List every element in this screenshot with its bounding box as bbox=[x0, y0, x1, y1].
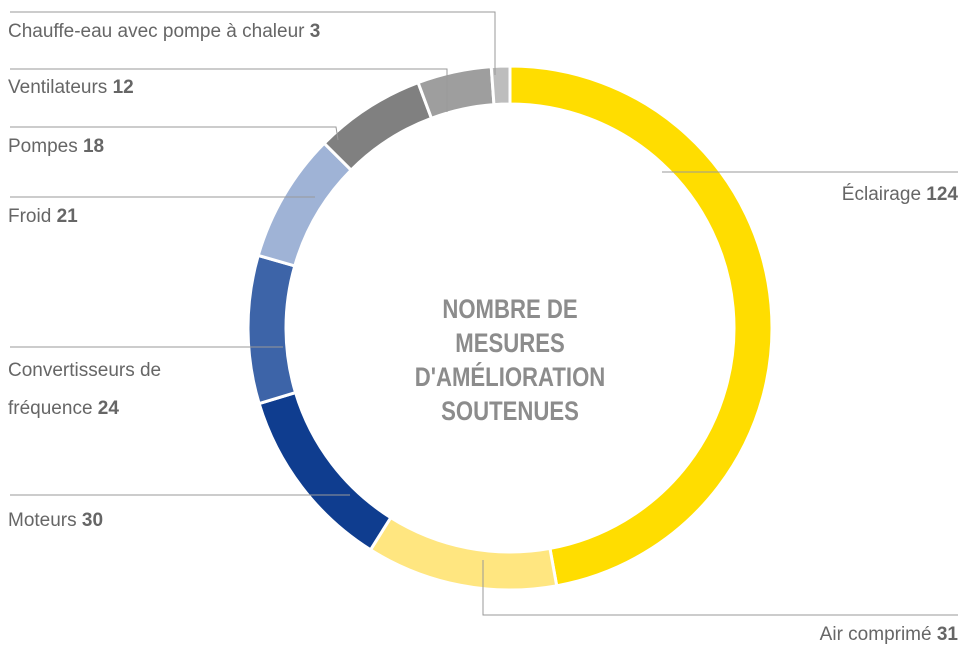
slice-label: Air comprimé 31 bbox=[820, 616, 958, 654]
label-name: Pompes bbox=[8, 136, 78, 157]
label-value: 31 bbox=[936, 624, 958, 645]
slice-label: Moteurs 30 bbox=[8, 502, 103, 540]
slice-label: Ventilateurs 12 bbox=[8, 69, 134, 107]
label-name: Convertisseurs de fréquence bbox=[8, 360, 162, 419]
slice-label: Chauffe-eau avec pompe à chaleur 3 bbox=[8, 13, 320, 51]
label-value: 12 bbox=[112, 77, 134, 98]
donut-slice bbox=[246, 253, 298, 406]
donut-slice bbox=[416, 65, 496, 121]
label-name: Air comprimé bbox=[819, 624, 932, 645]
donut-slice bbox=[368, 515, 559, 592]
donut-slice bbox=[322, 80, 434, 173]
label-value: 18 bbox=[82, 136, 105, 157]
label-value: 124 bbox=[926, 184, 958, 205]
leader-line bbox=[482, 560, 958, 616]
leader-line bbox=[10, 11, 496, 75]
label-name: Froid bbox=[8, 206, 52, 227]
donut-slice bbox=[257, 390, 393, 552]
slice-label: Éclairage 124 bbox=[842, 176, 958, 214]
label-name: Chauffe-eau avec pompe à chaleur bbox=[8, 21, 305, 42]
label-value: 21 bbox=[56, 206, 78, 227]
label-name: Moteurs bbox=[8, 510, 77, 531]
label-name: Éclairage bbox=[841, 184, 922, 205]
label-value: 30 bbox=[81, 510, 104, 531]
chart-title: NOMBRE DE MESURES D'AMÉLIORATION SOUTENU… bbox=[414, 294, 606, 426]
label-value: 24 bbox=[97, 398, 119, 419]
label-value: 3 bbox=[309, 21, 321, 42]
label-name: Ventilateurs bbox=[8, 77, 108, 98]
slice-label: Pompes 18 bbox=[8, 128, 104, 166]
slice-label: Froid 21 bbox=[8, 198, 78, 236]
donut-slice bbox=[256, 141, 354, 268]
leader-line bbox=[10, 68, 448, 112]
slice-label: Convertisseurs de fréquence 24 bbox=[8, 352, 218, 428]
leader-line bbox=[10, 126, 339, 141]
donut-slice bbox=[489, 64, 512, 107]
